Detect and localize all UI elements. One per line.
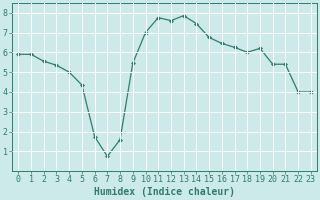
X-axis label: Humidex (Indice chaleur): Humidex (Indice chaleur) <box>94 187 235 197</box>
